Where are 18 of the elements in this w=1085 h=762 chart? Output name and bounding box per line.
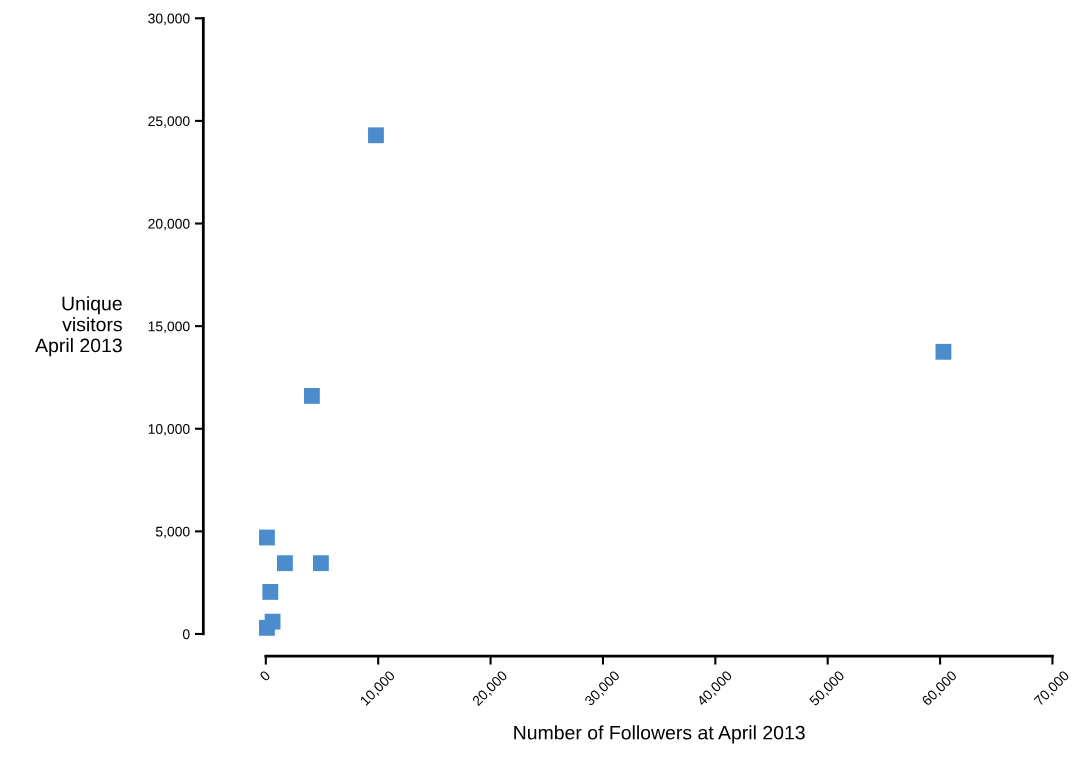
- y-tick-label: 30,000: [148, 13, 190, 26]
- point: [259, 529, 275, 546]
- point: [262, 583, 279, 600]
- point: [935, 343, 952, 360]
- y-tick-label: 10,000: [148, 424, 190, 436]
- y-tick-label: 5,000: [155, 526, 190, 539]
- point: [312, 555, 329, 572]
- y-tick-label: 15,000: [148, 321, 190, 333]
- point: [303, 388, 320, 404]
- x-axis-title: Number of Followers at April 2013: [514, 725, 805, 744]
- y-tick-label: 25,000: [148, 116, 190, 128]
- y-tick-label: 20,000: [148, 218, 190, 231]
- y-axis-title: Unique visitors April 2013: [35, 296, 122, 357]
- x-tick-label: 0: [259, 670, 271, 682]
- y-tick-label: 0: [182, 629, 190, 640]
- point: [277, 555, 293, 572]
- point: [368, 127, 384, 144]
- point: [264, 613, 281, 630]
